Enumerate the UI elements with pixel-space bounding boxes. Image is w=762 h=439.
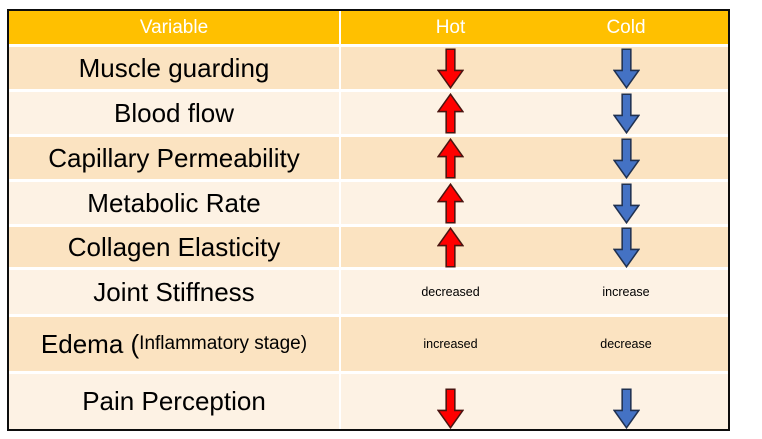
table-row: Collagen Elasticity (9, 226, 728, 268)
table-row: Joint Stiffness decreased increase (9, 270, 728, 314)
red-down-arrow-icon (437, 388, 464, 430)
variable-label: Collagen Elasticity (67, 231, 281, 262)
hot-value-cell (341, 374, 544, 430)
blue-down-arrow-icon (612, 92, 640, 134)
variable-label: Pain Perception (82, 386, 266, 416)
red-up-arrow-icon (437, 92, 464, 134)
table-row: Blood flow (9, 92, 728, 134)
column-header-variable: Variable (9, 11, 341, 44)
blue-down-arrow-icon (612, 47, 640, 89)
cold-status-text: decrease (600, 337, 652, 351)
variable-cell: Joint Stiffness (9, 270, 341, 314)
hot-value-cell (341, 182, 544, 224)
hot-value-cell (341, 137, 544, 179)
variable-sublabel: Inflammatory stage) (139, 333, 308, 354)
hot-value-cell (341, 47, 544, 89)
cold-status-text: increase (602, 285, 650, 299)
red-up-arrow-icon (437, 182, 464, 224)
cold-value-cell (544, 374, 728, 430)
cold-value-cell (544, 137, 728, 179)
variable-label: Edema ( (40, 328, 140, 359)
cold-value-cell: decrease (544, 317, 728, 371)
blue-down-arrow-icon (612, 182, 640, 224)
blue-down-arrow-icon (612, 226, 640, 268)
table-row: Capillary Permeability (9, 137, 728, 179)
column-header-cold-label: Cold (606, 16, 646, 38)
hot-status-text: decreased (421, 285, 480, 299)
table-row: Metabolic Rate (9, 182, 728, 224)
cold-value-cell (544, 92, 728, 134)
blue-down-arrow-icon (612, 388, 640, 430)
table-row: Edema (Inflammatory stage) increased dec… (9, 317, 728, 371)
hot-cold-comparison-table: Variable Hot Cold Muscle guarding Blood … (7, 9, 730, 431)
table-row: Pain Perception (9, 374, 728, 430)
cold-value-cell (544, 182, 728, 224)
hot-value-cell (341, 226, 544, 268)
column-header-hot: Hot (341, 11, 544, 44)
variable-cell: Pain Perception (9, 374, 341, 429)
hot-status-text: increased (423, 337, 478, 351)
variable-cell: Capillary Permeability (9, 137, 341, 179)
table-body: Muscle guarding Blood flow Capillary Per… (9, 47, 728, 430)
variable-label: Muscle guarding (78, 52, 270, 83)
variable-cell: Muscle guarding (9, 47, 341, 89)
hot-value-cell: increased (341, 317, 544, 371)
variable-cell: Edema (Inflammatory stage) (9, 317, 341, 371)
cold-value-cell (544, 226, 728, 268)
blue-down-arrow-icon (612, 137, 640, 179)
variable-label: Blood flow (114, 97, 234, 128)
cold-value-cell: increase (544, 270, 728, 314)
table-row: Muscle guarding (9, 47, 728, 89)
variable-label: Joint Stiffness (93, 276, 255, 307)
variable-cell: Metabolic Rate (9, 182, 341, 224)
hot-value-cell (341, 92, 544, 134)
variable-label: Metabolic Rate (87, 187, 261, 218)
column-header-hot-label: Hot (435, 16, 466, 38)
red-up-arrow-icon (437, 137, 464, 179)
variable-cell: Blood flow (9, 92, 341, 134)
cold-value-cell (544, 47, 728, 89)
column-header-cold: Cold (544, 11, 728, 44)
table-header-row: Variable Hot Cold (9, 11, 728, 44)
red-up-arrow-icon (437, 226, 464, 268)
variable-cell: Collagen Elasticity (9, 227, 341, 267)
variable-label: Capillary Permeability (48, 142, 300, 173)
red-down-arrow-icon (437, 47, 464, 89)
hot-value-cell: decreased (341, 270, 544, 314)
